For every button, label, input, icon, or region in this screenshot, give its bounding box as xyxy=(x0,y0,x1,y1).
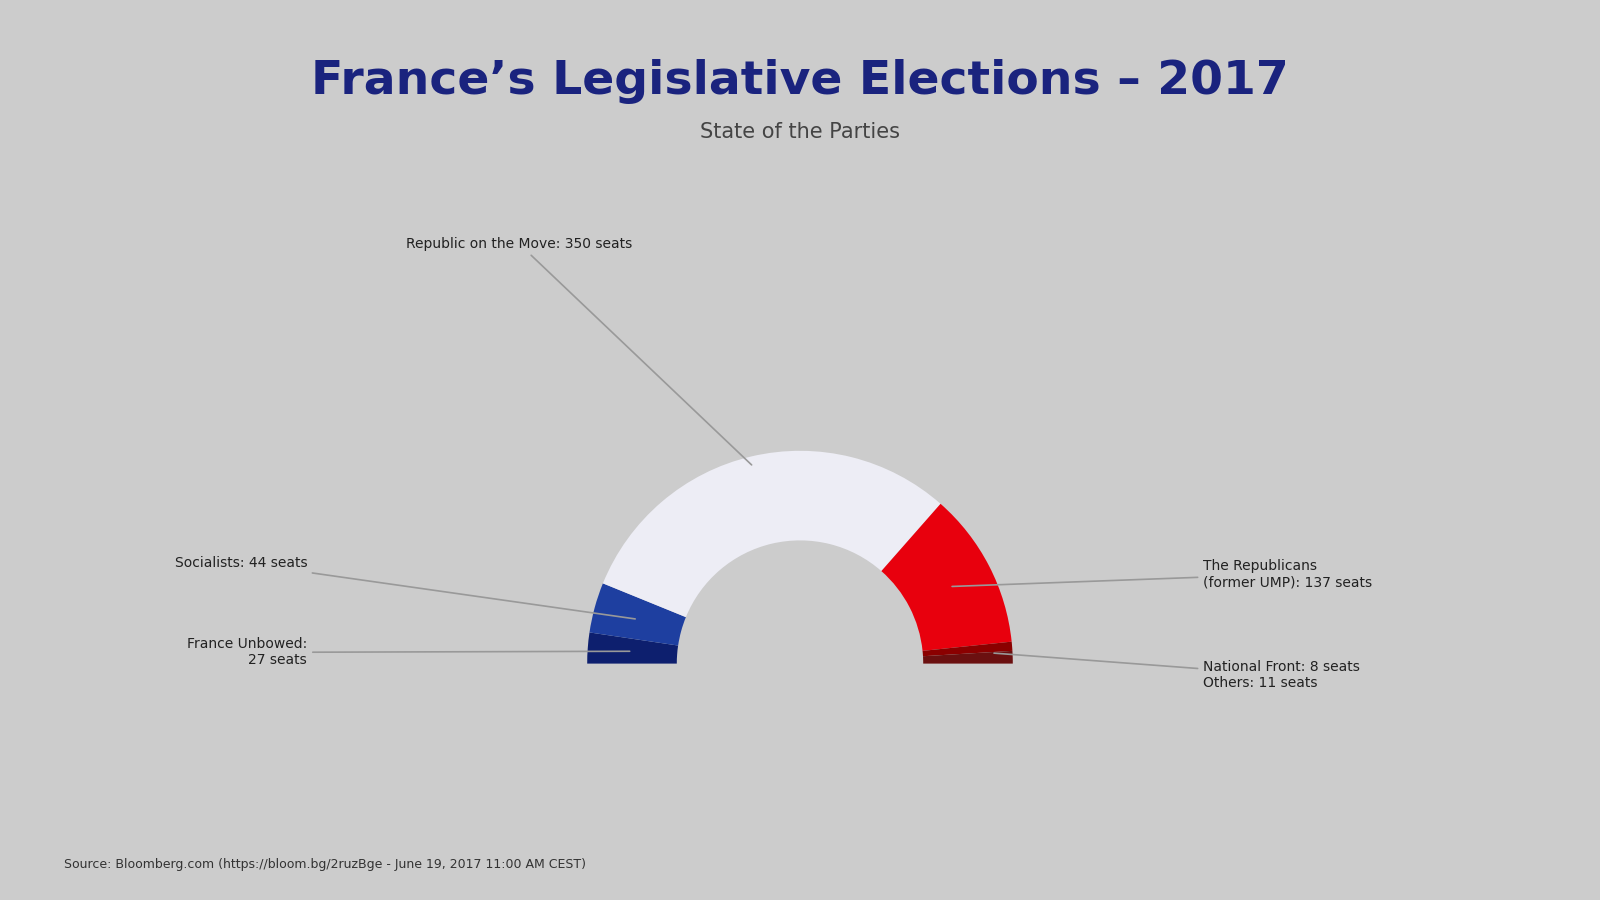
Text: France Unbowed:
27 seats: France Unbowed: 27 seats xyxy=(187,637,630,668)
Text: Republic on the Move: 350 seats: Republic on the Move: 350 seats xyxy=(406,237,752,465)
Wedge shape xyxy=(882,504,1011,651)
Text: Source: Bloomberg.com (https://bloom.bg/2ruzBge - June 19, 2017 11:00 AM CEST): Source: Bloomberg.com (https://bloom.bg/… xyxy=(64,859,586,871)
Wedge shape xyxy=(603,451,941,617)
Wedge shape xyxy=(923,642,1013,656)
Wedge shape xyxy=(923,651,1013,663)
Text: Socialists: 44 seats: Socialists: 44 seats xyxy=(174,556,635,619)
Text: State of the Parties: State of the Parties xyxy=(701,122,899,141)
Text: The Republicans
(former UMP): 137 seats: The Republicans (former UMP): 137 seats xyxy=(952,559,1373,590)
Text: National Front: 8 seats
Others: 11 seats: National Front: 8 seats Others: 11 seats xyxy=(994,653,1360,690)
Text: France’s Legislative Elections – 2017: France’s Legislative Elections – 2017 xyxy=(310,58,1290,104)
Wedge shape xyxy=(587,633,678,663)
Wedge shape xyxy=(589,583,686,645)
